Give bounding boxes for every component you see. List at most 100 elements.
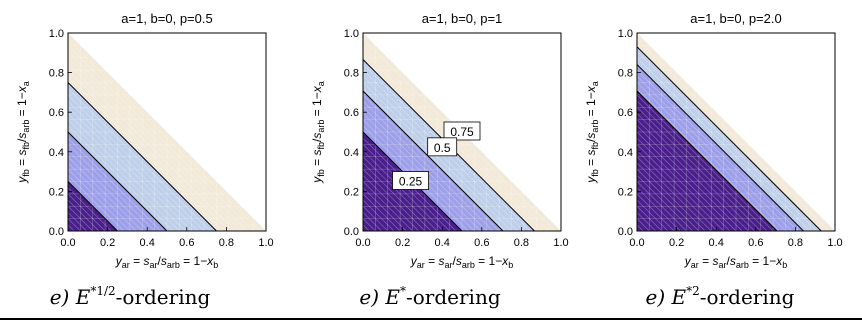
caption-1-prefix: e) E (49, 285, 91, 309)
mesh-line-d (636, 119, 749, 232)
y-axis-label: yfb = sfb/sarb = 1−xa (310, 81, 326, 183)
chart-title: a=1, b=0, p=0.5 (121, 11, 212, 26)
mesh-line-d (636, 107, 761, 232)
mesh-line-d (636, 187, 681, 232)
mesh-line-d (362, 156, 438, 232)
mesh-line-d (362, 206, 388, 232)
mesh-line-d (67, 45, 254, 232)
mesh-line-d (636, 76, 792, 232)
mesh-line-d (636, 137, 731, 232)
mesh-line-d (636, 199, 669, 232)
mesh-line-d (636, 45, 823, 232)
mesh-line-d (636, 125, 743, 232)
caption-2-sup: * (399, 284, 406, 298)
x-tick-label: 0.4 (435, 237, 450, 249)
bottom-rule (0, 318, 862, 320)
chart-title: a=1, b=0, p=2.0 (690, 11, 781, 26)
mesh-line-d (67, 156, 143, 232)
mesh-line-d (67, 100, 199, 232)
y-tick-label: 0.0 (618, 226, 633, 238)
mesh-line-d (67, 193, 106, 232)
mesh-line-d (67, 88, 211, 232)
x-tick-label: 0.2 (100, 237, 115, 249)
x-axis-label: yar = sar/sarb = 1−xb (684, 254, 787, 270)
contour-label-box (392, 171, 429, 190)
mesh-line-d (636, 206, 662, 232)
contour-label-box (443, 121, 481, 141)
mesh-line-d (636, 150, 718, 232)
x-tick-label: 0.6 (474, 237, 489, 249)
mesh-line-d (362, 88, 506, 232)
x-tick-label: 0.2 (395, 237, 410, 249)
contour-label: 0.5 (434, 141, 451, 155)
mesh-line-d (362, 181, 413, 232)
x-tick-label: 0.2 (669, 237, 684, 249)
contour-line-0.75 (636, 46, 822, 232)
chart-panel-1: 0.00.0 0.2 0.2 0.4 0.4 0.6 0.6 0.8 0.8 1.0 1.0 a=1,… (15, 11, 274, 270)
mesh-line-d (636, 113, 755, 232)
mesh-line-d (67, 218, 81, 232)
y-axis-label: yfb = sfb/sarb = 1−xa (15, 81, 31, 183)
contour-line-0.75 (67, 82, 217, 232)
mesh-line-d (362, 82, 512, 232)
mesh-line-d (67, 150, 149, 232)
caption-1-sup: *1/2 (90, 284, 116, 298)
contour-label: 0.25 (399, 175, 423, 189)
mesh-line-d (636, 57, 811, 232)
mesh-line-d (67, 212, 87, 232)
caption-1: e) E*1/2-ordering (10, 284, 250, 314)
x-tick-label: 0.0 (355, 237, 370, 249)
mesh-line-d (636, 88, 780, 232)
y-tick-label: 0.2 (49, 186, 64, 198)
caption-3-suffix: -ordering (699, 285, 795, 309)
mesh-line-d (636, 218, 650, 232)
mesh-line-d (67, 113, 186, 232)
caption-1-suffix: -ordering (115, 285, 211, 309)
y-tick-label: 0.6 (344, 107, 359, 119)
mesh-line-d (67, 51, 248, 232)
mesh-line-d (67, 168, 131, 232)
contour-line-0.5 (362, 90, 504, 232)
mesh-line-d (636, 144, 724, 232)
mesh-line-d (636, 38, 830, 232)
mesh-line-d (362, 199, 395, 232)
x-tick-label: 1.0 (827, 237, 842, 249)
mesh-line-d (67, 187, 112, 232)
mesh-line-d (636, 156, 712, 232)
mesh-line-d (636, 168, 700, 232)
x-tick-label: 1.0 (553, 237, 568, 249)
chart-panel-3: 0.00.0 0.2 0.2 0.4 0.4 0.6 0.6 0.8 0.8 1.0 1.0 a=1,… (584, 11, 843, 270)
plot-frame (362, 32, 562, 232)
mesh-line-d (362, 100, 494, 232)
mesh-line-d (67, 175, 124, 232)
mesh-line-d (636, 82, 786, 232)
mesh-line-d (67, 224, 75, 232)
mesh-line-d (362, 224, 370, 232)
mesh-line-d (67, 144, 155, 232)
mesh-line-d (67, 76, 223, 232)
mesh-line-d (362, 187, 407, 232)
y-axis-label: yfb = sfb/sarb = 1−xa (584, 81, 600, 183)
caption-2-suffix: -ordering (405, 285, 501, 309)
contour-line-0.25 (67, 181, 118, 232)
mesh-line-d (67, 63, 236, 232)
mesh-line-d (636, 212, 656, 232)
mesh-line-d (636, 69, 799, 232)
mesh-line-d (67, 199, 100, 232)
mesh-line-d (67, 107, 192, 232)
y-tick-label: 0.8 (49, 68, 64, 80)
x-tick-label: 0.8 (788, 237, 803, 249)
mesh-line-d (362, 107, 487, 232)
caption-3-sup: *2 (686, 284, 700, 298)
mesh-line-d (362, 162, 432, 232)
y-tick-label: 0.0 (344, 226, 359, 238)
caption-2-prefix: e) E (359, 285, 400, 309)
x-tick-label: 0.4 (709, 237, 724, 249)
y-tick-label: 0.4 (344, 147, 359, 159)
mesh-line-d (636, 181, 687, 232)
chart-panel-2: 0.00.0 0.2 0.2 0.4 0.4 0.6 0.6 0.8 0.8 1.0 1.0 a=1,… (310, 11, 569, 270)
mesh-line-d (636, 162, 706, 232)
x-tick-label: 1.0 (258, 237, 273, 249)
contour-line-0.5 (67, 131, 168, 232)
